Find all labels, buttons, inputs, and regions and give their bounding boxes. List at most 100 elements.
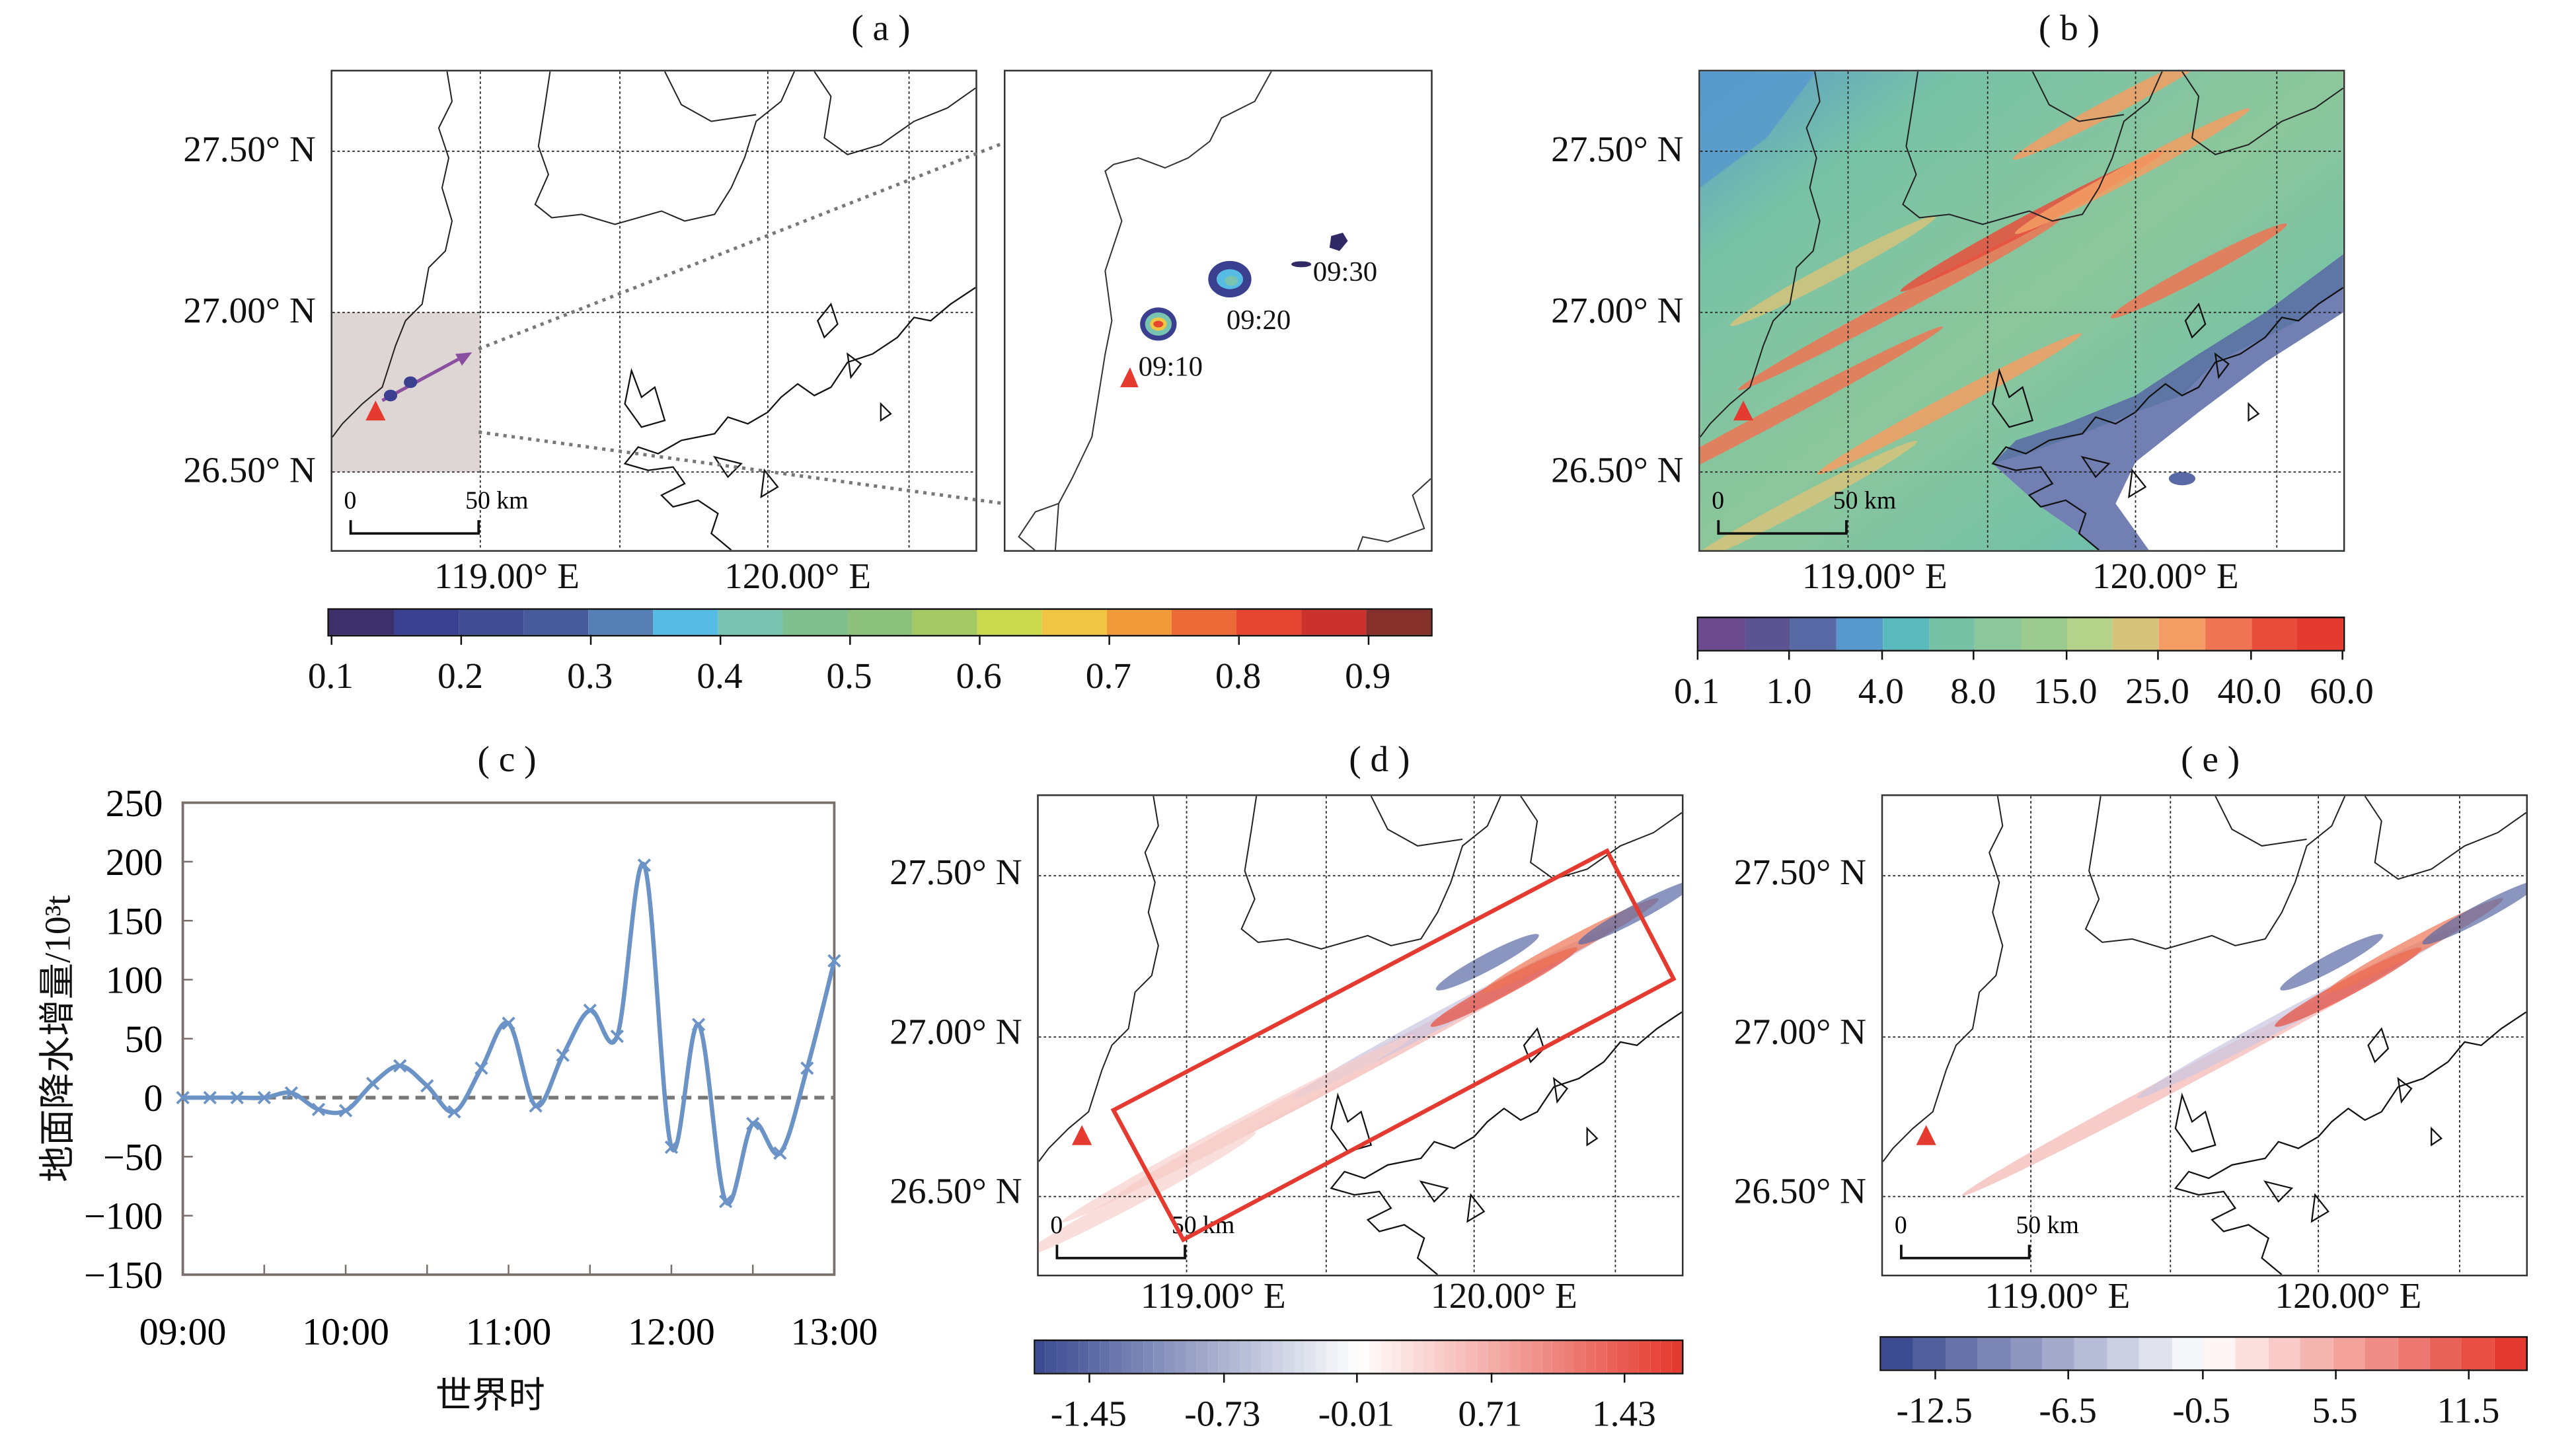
lat-label: 27.50° N: [890, 850, 1022, 893]
scale-bar-start-label: 0: [1712, 487, 1724, 515]
colorbar-swatch: [1928, 618, 1975, 650]
colorbar-swatch: [782, 609, 848, 635]
colorbar-swatch: [2300, 1338, 2333, 1370]
colorbar-swatch: [1837, 618, 1883, 650]
colorbar-tick-label: 0.5: [826, 654, 872, 697]
colorbar-swatch: [1402, 1341, 1413, 1373]
colorbar-swatch: [1106, 609, 1172, 635]
colorbar-tick: [460, 634, 463, 645]
colorbar-swatch: [653, 609, 718, 635]
colorbar-swatch: [1671, 1341, 1683, 1373]
colorbar-swatch: [2074, 1338, 2107, 1370]
colorbar-swatch: [2139, 1338, 2172, 1370]
scale-bar-end-label: 50 km: [465, 487, 528, 515]
data-point-11:00: [502, 1016, 515, 1030]
station-marker-icon: [1119, 367, 1139, 387]
x-tick-label: 11:00: [466, 1310, 552, 1353]
lon-label: 119.00° E: [1801, 554, 1948, 597]
colorbar-swatch: [1978, 1338, 2010, 1370]
lon-label: 119.00° E: [434, 554, 580, 597]
panel-b-map: 0 50 km: [1698, 69, 2345, 552]
colorbar-swatch: [1218, 1341, 1230, 1373]
colorbar-swatch: [1262, 1341, 1273, 1373]
colorbar-swatch: [1283, 1341, 1295, 1373]
colorbar-swatch: [2066, 618, 2113, 650]
difference-band: [1578, 880, 1682, 945]
precip-blob-0930: [1329, 233, 1348, 251]
colorbar-tick-label: -0.73: [1184, 1392, 1261, 1435]
colorbar-swatch: [1186, 1341, 1197, 1373]
colorbar-tick: [1973, 650, 1975, 660]
colorbar-swatch: [1326, 1341, 1338, 1373]
map-svg: 0 50 km: [1700, 71, 2343, 550]
lat-label: 26.50° N: [890, 1170, 1022, 1212]
y-axis-label: 地面降水增量/10³t: [36, 895, 79, 1183]
station-marker-icon: [1916, 1125, 1936, 1145]
colorbar-tick: [2068, 1369, 2070, 1380]
colorbar-tick-label: 8.0: [1950, 669, 1996, 712]
colorbar-tick: [2157, 650, 2160, 660]
data-point-09:20: [230, 1090, 244, 1105]
difference-band: [2422, 880, 2526, 945]
data-point-12:40: [773, 1146, 787, 1160]
colorbar-swatch: [2205, 618, 2252, 650]
colorbar-tick: [1088, 1373, 1090, 1383]
colorbar-swatch: [1434, 1341, 1445, 1373]
y-tick-label: 0: [144, 1077, 163, 1119]
x-tick-label: 13:00: [791, 1310, 878, 1353]
lat-label: 26.50° N: [1733, 1170, 1867, 1212]
colorbar-tick: [2249, 650, 2252, 660]
colorbar-tick: [719, 634, 722, 645]
data-point-12:50: [800, 1061, 814, 1075]
colorbar-swatch: [1240, 1341, 1251, 1373]
colorbar-tick-label: 1.0: [1766, 669, 1812, 712]
colorbar-tick-label: 0.1: [1674, 669, 1720, 712]
colorbar-tick: [1934, 1369, 1936, 1380]
colorbar-swatch: [1175, 1341, 1187, 1373]
precip-band: [1817, 333, 2082, 474]
y-tick-label: −100: [84, 1195, 163, 1238]
colorbar-swatch: [1390, 1341, 1402, 1373]
colorbar-swatch: [1236, 609, 1302, 635]
time-label-0910: 09:10: [1138, 350, 1203, 383]
lon-label: 120.00° E: [724, 554, 872, 597]
colorbar-tick: [589, 634, 592, 645]
panel-a-title: ( a ): [851, 7, 911, 48]
colorbar-tick: [2335, 1369, 2337, 1380]
colorbar-swatch: [1121, 1341, 1133, 1373]
colorbar-tick: [2065, 650, 2067, 660]
colorbar-swatch: [1305, 1341, 1316, 1373]
lat-label: 26.50° N: [183, 448, 316, 490]
lon-label: 120.00° E: [2275, 1274, 2422, 1316]
map-svg: 0 50 km: [332, 71, 976, 550]
precip-band: [1700, 440, 1918, 550]
colorbar-tick: [1788, 650, 1791, 660]
difference-band: [2280, 934, 2384, 991]
colorbar-tick: [2341, 650, 2343, 660]
y-tick-label: 150: [106, 899, 163, 942]
precip-band: [2014, 108, 2250, 235]
lon-label: 119.00° E: [1140, 1274, 1286, 1316]
data-point-12:10: [691, 1018, 706, 1032]
colorbar-tick-label: -0.5: [2172, 1389, 2230, 1431]
colorbar-swatch: [1488, 1341, 1499, 1373]
colorbar-swatch: [1315, 1341, 1327, 1373]
colorbar-tick-label: 1.43: [1591, 1392, 1656, 1435]
colorbar-tick: [1624, 1373, 1626, 1383]
colorbar-swatch: [394, 609, 459, 635]
colorbar-swatch: [1154, 1341, 1165, 1373]
lon-label: 120.00° E: [1430, 1274, 1577, 1316]
lat-label: 27.00° N: [890, 1010, 1022, 1052]
difference-band: [1435, 934, 1539, 991]
colorbar-swatch: [1455, 1341, 1466, 1373]
colorbar-swatch: [2107, 1338, 2140, 1370]
colorbar-swatch: [1042, 609, 1107, 635]
colorbar-swatch: [1132, 1341, 1143, 1373]
scale-bar-end-label: 50 km: [1833, 487, 1896, 515]
colorbar-tick-label: 0.1: [307, 654, 354, 697]
colorbar-tick: [1108, 634, 1110, 645]
colorbar-swatch: [1445, 1341, 1456, 1373]
panel-d-colorbar: [1034, 1339, 1684, 1375]
data-point-13:00: [827, 954, 841, 968]
